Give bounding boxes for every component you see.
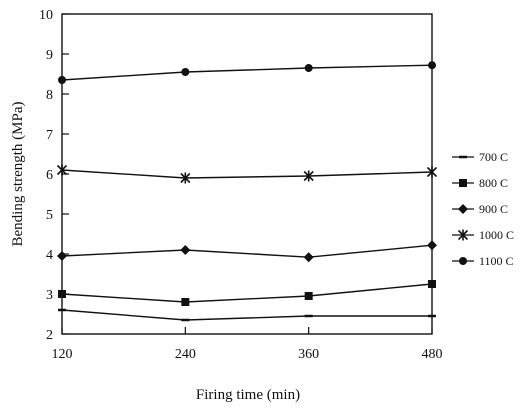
data-point: [426, 166, 438, 178]
legend-item: 1100 C: [452, 254, 514, 268]
y-tick-label: 9: [46, 48, 53, 63]
series-line: [61, 244, 433, 258]
series-dash: [58, 308, 436, 322]
y-axis-title: Bending strength (MPa): [10, 102, 26, 247]
x-tick-label: 120: [52, 347, 73, 362]
y-tick-label: 7: [46, 128, 53, 143]
data-point: [56, 164, 68, 176]
series-line: [61, 169, 433, 179]
data-point: [181, 298, 190, 306]
legend-marker: [459, 179, 467, 187]
legend-label: 800 C: [479, 176, 508, 190]
legend-marker: [459, 257, 467, 265]
legend-label: 900 C: [479, 202, 508, 216]
series-line: [61, 64, 433, 81]
y-tick-label: 4: [46, 248, 53, 263]
legend-marker: [458, 204, 468, 214]
series-layer: [56, 61, 438, 322]
legend-item: 700 C: [452, 150, 508, 164]
y-tick-label: 2: [46, 328, 53, 343]
x-tick-label: 240: [175, 347, 196, 362]
legend-label: 1100 C: [479, 254, 514, 268]
y-tick-label: 3: [46, 288, 53, 303]
legend-item: 800 C: [452, 176, 508, 190]
x-axis-ticks: 120 240 360 480: [52, 327, 443, 362]
x-tick-label: 360: [298, 347, 319, 362]
data-point: [303, 170, 314, 182]
x-tick-label: 480: [422, 347, 443, 362]
data-point: [427, 240, 437, 251]
data-point: [57, 251, 67, 261]
data-point: [180, 245, 191, 255]
data-point: [58, 76, 66, 84]
legend-label: 700 C: [479, 150, 508, 164]
data-point: [428, 61, 436, 70]
data-point: [428, 280, 436, 288]
data-point: [303, 252, 314, 263]
legend-item: 900 C: [452, 202, 508, 216]
legend-label: 1000 C: [479, 228, 514, 242]
data-point: [181, 68, 190, 76]
series-line: [61, 283, 433, 303]
y-tick-label: 5: [46, 208, 53, 223]
x-axis-title: Firing time (min): [196, 387, 300, 403]
series-asterisk: [56, 164, 438, 184]
series-line: [61, 309, 432, 321]
series-square: [58, 280, 436, 306]
data-point: [180, 172, 191, 184]
legend: 700 C 800 C 900 C 1000 C 1100 C: [452, 150, 514, 268]
series-circle: [58, 61, 436, 84]
data-point: [58, 290, 66, 298]
y-tick-label: 10: [39, 8, 53, 23]
legend-item: 1000 C: [452, 228, 514, 242]
data-point: [304, 292, 313, 300]
series-diamond: [57, 240, 437, 263]
y-tick-label: 6: [46, 168, 53, 183]
legend-marker: [457, 229, 469, 241]
y-axis-ticks: 2 3 4 5 6 7 8 9 10: [39, 8, 69, 343]
data-point: [304, 64, 313, 72]
y-tick-label: 8: [46, 88, 53, 103]
